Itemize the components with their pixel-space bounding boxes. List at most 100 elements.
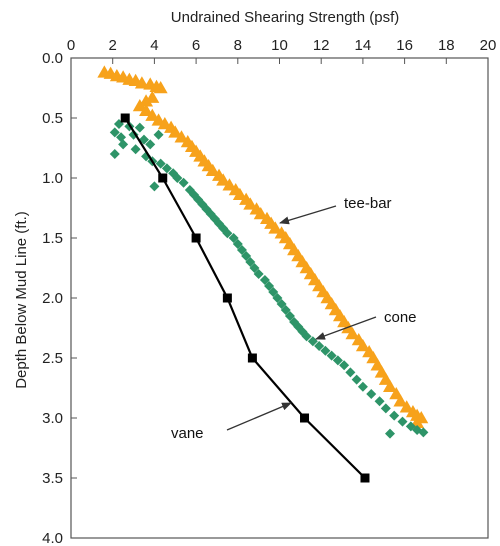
x-axis-ticks: 0 2 4 6 8 10 12 14 16 18 20 bbox=[67, 37, 497, 64]
cone-point-33 bbox=[241, 251, 252, 261]
tee-bar-point-13 bbox=[139, 103, 154, 117]
vane-point-1 bbox=[158, 173, 168, 183]
cone-point-35 bbox=[249, 263, 260, 273]
cone-point-58 bbox=[374, 396, 385, 407]
y-tick-label-5: 2.5 bbox=[42, 350, 63, 367]
cone-point-30 bbox=[228, 233, 239, 243]
x-tick-label-4: 8 bbox=[234, 37, 242, 54]
series-layer bbox=[97, 65, 429, 483]
vane-point-0 bbox=[120, 113, 130, 123]
tee-bar-arrow bbox=[279, 205, 337, 225]
cone-point-16 bbox=[178, 177, 189, 188]
tee-bar-point-9 bbox=[153, 81, 168, 94]
cone-point-57 bbox=[366, 389, 377, 399]
tee-bar-point-11 bbox=[139, 94, 154, 107]
x-axis-title: Undrained Shearing Strength (psf) bbox=[171, 9, 399, 26]
series-vane bbox=[120, 113, 370, 483]
tee-bar-point-29 bbox=[222, 178, 237, 191]
x-tick-label-5: 10 bbox=[271, 37, 288, 54]
tee-bar-point-18 bbox=[168, 125, 183, 138]
cone-point-61 bbox=[397, 416, 408, 427]
cone-point-55 bbox=[351, 374, 362, 385]
vane-point-5 bbox=[300, 413, 310, 423]
cone-point-54 bbox=[345, 367, 356, 378]
series-cone bbox=[109, 119, 429, 439]
tee-bar-point-64 bbox=[383, 379, 398, 393]
cone-point-59 bbox=[380, 403, 391, 414]
cone-point-50 bbox=[320, 345, 331, 356]
cone-point-36 bbox=[253, 269, 264, 279]
x-tick-label-8: 16 bbox=[396, 37, 413, 54]
cone-point-13 bbox=[161, 163, 172, 174]
cone-point-51 bbox=[326, 350, 337, 361]
annotations: tee-bar cone vane bbox=[171, 195, 417, 442]
cone-point-8 bbox=[118, 139, 129, 150]
x-tick-label-9: 18 bbox=[438, 37, 455, 54]
x-tick-label-1: 2 bbox=[109, 37, 117, 54]
tee-bar-point-6 bbox=[134, 76, 149, 89]
cone-arrow bbox=[315, 316, 377, 340]
y-tick-label-7: 3.5 bbox=[42, 470, 63, 487]
y-tick-label-2: 1.0 bbox=[42, 170, 63, 187]
cone-point-37 bbox=[259, 275, 270, 285]
cone-point-38 bbox=[264, 281, 275, 291]
cone-point-18 bbox=[149, 181, 160, 192]
cone-point-12 bbox=[155, 158, 166, 169]
tee-bar-point-66 bbox=[393, 394, 408, 407]
cone-point-9 bbox=[153, 129, 164, 140]
cone-point-19 bbox=[130, 144, 141, 155]
tee-bar-point-26 bbox=[205, 163, 220, 177]
series-tee-bar bbox=[97, 65, 429, 429]
tee-bar-point-38 bbox=[268, 221, 283, 234]
cone-point-56 bbox=[357, 381, 368, 392]
cone-point-31 bbox=[232, 239, 243, 249]
tee-bar-point-56 bbox=[345, 327, 360, 340]
y-tick-label-4: 2.0 bbox=[42, 290, 63, 307]
vane-point-6 bbox=[360, 473, 370, 483]
vane-label: vane bbox=[171, 425, 204, 442]
cone-point-34 bbox=[245, 257, 256, 267]
cone-point-15 bbox=[172, 173, 183, 183]
tee-bar-point-58 bbox=[355, 339, 370, 352]
tee-bar-point-33 bbox=[243, 197, 258, 210]
x-tick-label-3: 6 bbox=[192, 37, 200, 54]
vane-arrow bbox=[226, 402, 292, 431]
tee-bar-label: tee-bar bbox=[344, 195, 392, 212]
vane-point-3 bbox=[222, 293, 232, 303]
cone-point-64 bbox=[418, 427, 429, 438]
cone-point-2 bbox=[134, 122, 145, 133]
cone-point-47 bbox=[301, 331, 312, 342]
y-tick-label-1: 0.5 bbox=[42, 110, 63, 127]
tee-bar-point-35 bbox=[253, 207, 268, 220]
cone-point-49 bbox=[314, 341, 325, 351]
cone-point-42 bbox=[280, 305, 291, 315]
cone-point-52 bbox=[332, 355, 343, 366]
cone-point-3 bbox=[109, 127, 120, 138]
tee-bar-point-31 bbox=[232, 187, 247, 201]
cone-point-41 bbox=[276, 299, 287, 309]
cone-point-65 bbox=[385, 428, 396, 439]
y-tick-label-6: 3.0 bbox=[42, 410, 63, 427]
cone-point-4 bbox=[116, 132, 127, 143]
cone-point-32 bbox=[236, 245, 247, 255]
cone-point-7 bbox=[145, 139, 156, 150]
cone-point-29 bbox=[222, 228, 233, 239]
tee-bar-point-67 bbox=[399, 400, 414, 413]
y-axis-ticks: 0.0 0.5 1.0 1.5 2.0 2.5 3.0 3.5 4.0 bbox=[42, 50, 77, 546]
y-tick-label-0: 0.0 bbox=[42, 50, 63, 67]
cone-point-53 bbox=[339, 360, 350, 371]
y-tick-label-3: 1.5 bbox=[42, 230, 63, 247]
x-tick-label-10: 20 bbox=[480, 37, 497, 54]
cone-point-39 bbox=[268, 287, 279, 297]
tee-bar-point-14 bbox=[145, 108, 160, 121]
vane-point-2 bbox=[191, 233, 201, 243]
tee-bar-point-28 bbox=[216, 173, 231, 186]
x-tick-label-6: 12 bbox=[313, 37, 330, 54]
cone-point-40 bbox=[272, 293, 283, 303]
y-tick-label-8: 4.0 bbox=[42, 530, 63, 546]
cone-label: cone bbox=[384, 309, 417, 326]
vane-point-4 bbox=[247, 353, 257, 363]
cone-point-60 bbox=[389, 410, 400, 421]
tee-bar-point-12 bbox=[132, 99, 147, 112]
